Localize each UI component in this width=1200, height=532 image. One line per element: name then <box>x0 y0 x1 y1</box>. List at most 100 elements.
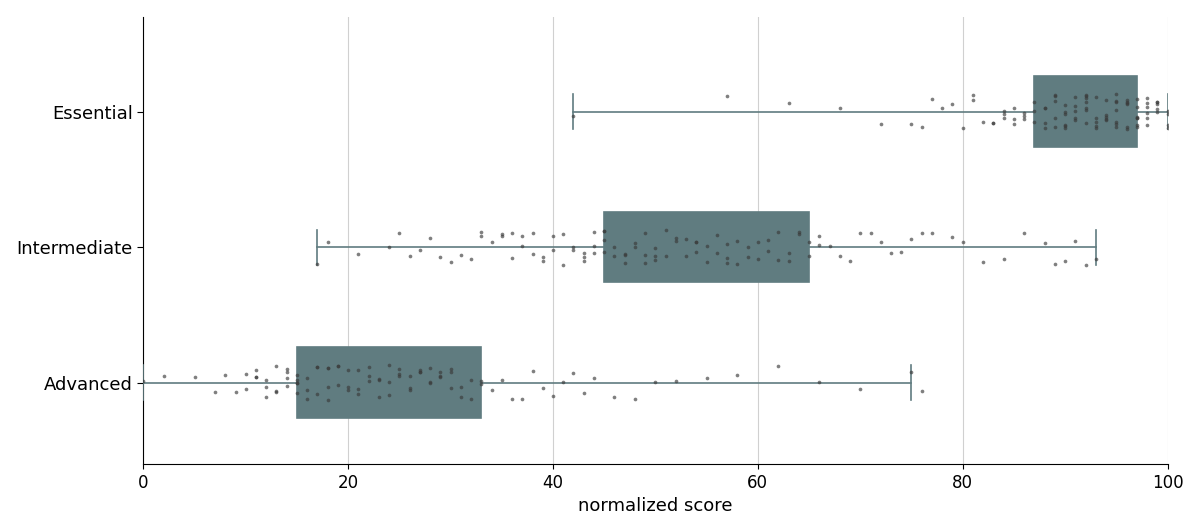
Point <box>400 384 419 392</box>
Point <box>390 365 409 373</box>
Point <box>185 373 204 381</box>
Point <box>1076 92 1096 101</box>
Point <box>482 238 502 247</box>
Point <box>308 363 328 371</box>
Point <box>246 373 265 381</box>
Point <box>749 254 768 263</box>
Point <box>625 239 644 247</box>
Point <box>257 376 276 385</box>
Point <box>1138 113 1157 122</box>
Point <box>799 252 818 260</box>
Point <box>605 393 624 402</box>
Point <box>287 379 306 387</box>
Point <box>472 380 491 388</box>
Point <box>440 365 460 373</box>
Point <box>482 386 502 395</box>
Point <box>349 250 368 258</box>
Point <box>492 232 511 240</box>
Point <box>1014 109 1033 118</box>
Point <box>440 368 460 377</box>
Point <box>707 249 726 257</box>
Point <box>1117 99 1136 108</box>
Point <box>420 234 439 243</box>
Point <box>902 368 922 377</box>
Point <box>390 229 409 237</box>
Point <box>1056 107 1075 116</box>
Point <box>349 385 368 394</box>
Point <box>431 368 450 377</box>
Point <box>257 393 276 401</box>
Point <box>616 251 635 259</box>
Point <box>584 249 604 257</box>
Point <box>1086 255 1105 263</box>
Point <box>964 91 983 99</box>
Point <box>1097 96 1116 104</box>
Point <box>574 248 593 257</box>
Point <box>1014 229 1033 237</box>
Point <box>1066 102 1085 110</box>
Point <box>359 371 378 380</box>
Point <box>410 368 430 376</box>
Point <box>1004 103 1024 112</box>
Point <box>349 390 368 398</box>
Point <box>646 377 665 386</box>
Point <box>625 394 644 403</box>
Point <box>410 365 430 374</box>
Point <box>860 229 880 237</box>
Point <box>359 377 378 385</box>
Point <box>431 371 450 380</box>
Point <box>686 238 706 247</box>
Point <box>625 243 644 251</box>
Point <box>1117 124 1136 133</box>
Point <box>1147 98 1166 106</box>
Point <box>727 370 746 379</box>
Point <box>1036 104 1055 112</box>
Point <box>605 243 624 252</box>
Point <box>472 232 491 240</box>
Point <box>379 391 398 400</box>
Point <box>462 376 481 384</box>
Point <box>994 110 1013 118</box>
Point <box>1056 121 1075 129</box>
Point <box>1127 112 1146 121</box>
Point <box>738 243 757 251</box>
Point <box>246 366 265 375</box>
Point <box>512 395 532 403</box>
Point <box>1076 119 1096 127</box>
Point <box>440 384 460 393</box>
Point <box>953 124 972 132</box>
Point <box>964 96 983 104</box>
Point <box>1076 97 1096 106</box>
Point <box>318 363 337 372</box>
Point <box>1056 124 1075 132</box>
Point <box>984 119 1003 127</box>
Point <box>636 251 655 259</box>
Point <box>1097 115 1116 123</box>
Point <box>749 238 768 246</box>
Point <box>1138 109 1157 117</box>
Point <box>1045 91 1064 99</box>
Point <box>1066 114 1085 122</box>
Point <box>758 247 778 255</box>
Point <box>287 378 306 387</box>
Point <box>1106 106 1126 114</box>
Point <box>329 381 348 389</box>
Point <box>943 100 962 109</box>
Point <box>440 258 460 267</box>
Point <box>820 242 839 251</box>
Point <box>359 363 378 371</box>
Point <box>1117 98 1136 106</box>
Point <box>1097 112 1116 121</box>
Point <box>666 237 685 245</box>
Point <box>871 120 890 128</box>
Point <box>318 395 337 404</box>
Point <box>266 387 286 395</box>
Point <box>718 254 737 262</box>
Point <box>912 123 931 131</box>
Point <box>400 252 419 260</box>
Point <box>1086 122 1105 130</box>
Point <box>266 362 286 370</box>
Point <box>584 242 604 251</box>
Point <box>1066 116 1085 124</box>
Point <box>370 375 389 383</box>
